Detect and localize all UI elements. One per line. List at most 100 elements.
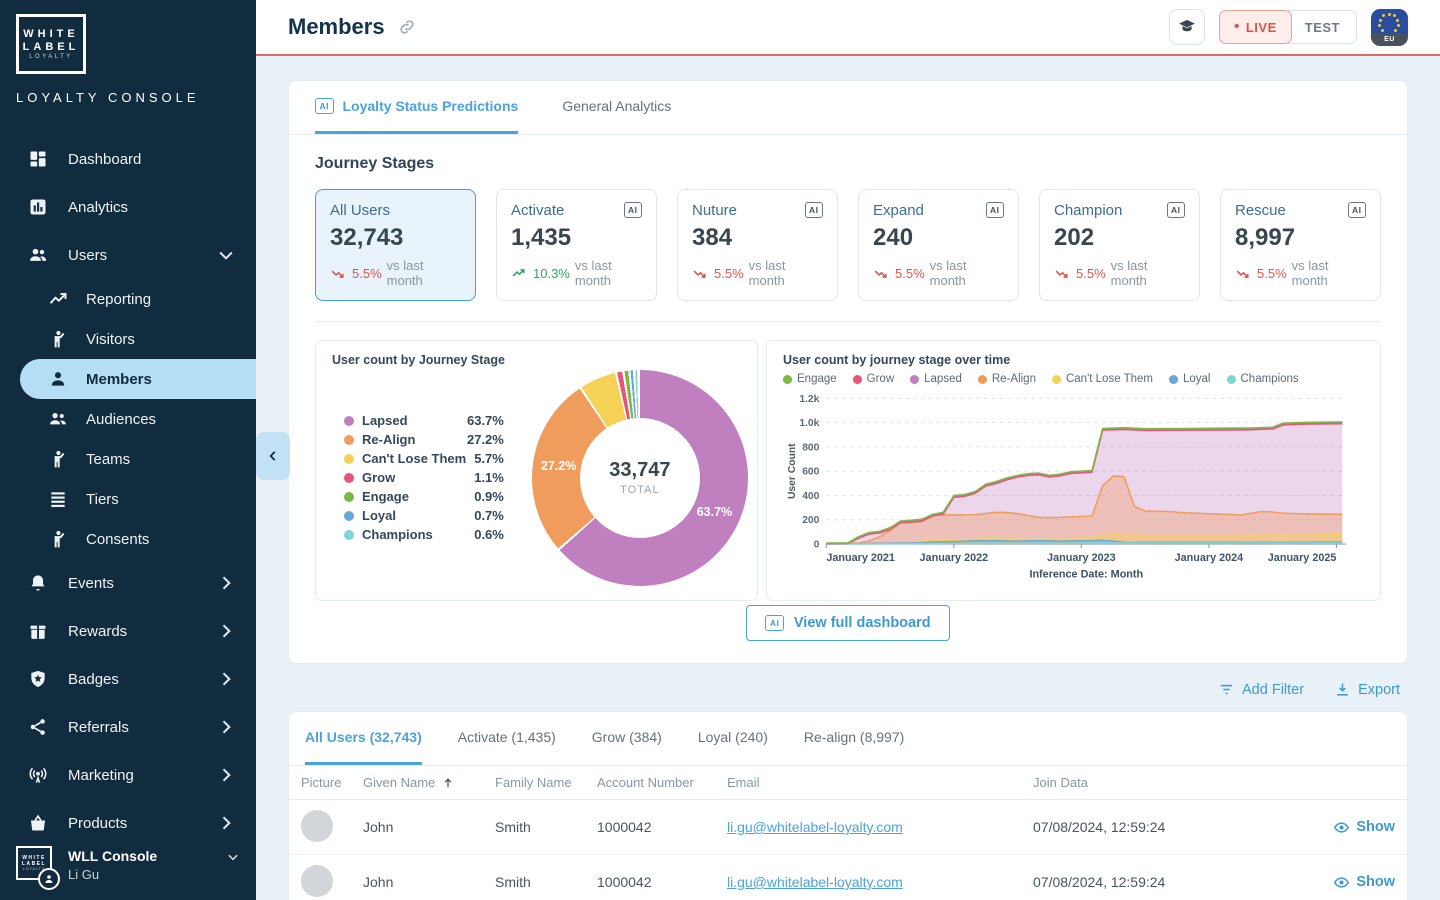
tab-general-analytics[interactable]: General Analytics bbox=[562, 81, 671, 134]
column-header-given-name[interactable]: Given Name bbox=[363, 775, 495, 790]
column-header-join-data[interactable]: Join Data bbox=[1033, 775, 1315, 790]
tab-label: Loyalty Status Predictions bbox=[342, 98, 519, 114]
visitors-icon bbox=[48, 329, 68, 349]
sidebar-item-consents[interactable]: Consents bbox=[0, 519, 256, 559]
chevron-down-icon[interactable] bbox=[226, 850, 240, 864]
sidebar-collapse-button[interactable] bbox=[256, 432, 290, 480]
ai-badge: AI bbox=[1166, 202, 1185, 218]
area-chart[interactable]: 0 200 400 600 800 1.0k 1.2k January 2021 January… bbox=[783, 387, 1364, 583]
table-row[interactable]: John Smith 1000042 li.gu@whitelabel-loyalty… bbox=[289, 855, 1407, 900]
segment-tab-all-users-32-743[interactable]: All Users (32,743) bbox=[305, 712, 422, 765]
area-legend-item-grow[interactable]: Grow bbox=[852, 373, 895, 385]
stat-card-expand[interactable]: Expand AI 240 5.5% vs last month bbox=[858, 189, 1019, 301]
link-icon[interactable] bbox=[397, 17, 417, 37]
sidebar-item-visitors[interactable]: Visitors bbox=[0, 319, 256, 359]
env-live-label: LIVE bbox=[1245, 19, 1277, 35]
member-avatar bbox=[301, 864, 333, 897]
stat-delta-note: vs last month bbox=[929, 258, 967, 288]
env-test-button[interactable]: TEST bbox=[1287, 10, 1357, 44]
area-legend-item-champions[interactable]: Champions bbox=[1226, 373, 1299, 385]
legend-dot bbox=[783, 374, 792, 384]
sidebar-item-analytics[interactable]: Analytics bbox=[0, 183, 256, 231]
sidebar-item-marketing[interactable]: Marketing bbox=[0, 751, 256, 799]
donut-chart-title: User count by Journey Stage bbox=[332, 353, 505, 367]
sidebar-item-referrals[interactable]: Referrals bbox=[0, 703, 256, 751]
legend-value: 0.6% bbox=[474, 527, 504, 542]
add-filter-label: Add Filter bbox=[1242, 681, 1305, 698]
donut-slice-label: 63.7% bbox=[696, 504, 733, 519]
consents-icon bbox=[48, 529, 68, 549]
donut-legend-item-can-t-lose-them: Can't Lose Them 5.7% bbox=[344, 451, 504, 466]
column-header-email[interactable]: Email bbox=[727, 775, 1033, 790]
stat-card-nuture[interactable]: Nuture AI 384 5.5% vs last month bbox=[677, 189, 838, 301]
sidebar-item-rewards[interactable]: Rewards bbox=[0, 607, 256, 655]
tab-label: General Analytics bbox=[562, 98, 672, 114]
sidebar-item-label: Rewards bbox=[68, 622, 128, 640]
analytics-icon bbox=[28, 197, 48, 217]
sidebar-item-teams[interactable]: Teams bbox=[0, 439, 256, 479]
stat-card-champion[interactable]: Champion AI 202 5.5% vs last month bbox=[1039, 189, 1200, 301]
env-live-button[interactable]: • LIVE bbox=[1219, 10, 1292, 44]
add-filter-button[interactable]: Add Filter bbox=[1218, 681, 1304, 698]
region-label: EU bbox=[1371, 33, 1408, 46]
ai-badge: AI bbox=[804, 202, 823, 218]
view-full-dashboard-button[interactable]: AI View full dashboard bbox=[746, 605, 950, 641]
area-legend-item-loyal[interactable]: Loyal bbox=[1169, 373, 1211, 385]
stat-card-all-users[interactable]: All Users 32,743 5.5% vs last month bbox=[315, 189, 476, 301]
ai-badge: AI bbox=[1347, 202, 1366, 218]
sidebar-item-audiences[interactable]: Audiences bbox=[0, 399, 256, 439]
sidebar-item-label: Dashboard bbox=[68, 150, 142, 168]
avatar bbox=[38, 868, 60, 890]
show-member-button[interactable]: Show bbox=[1333, 819, 1395, 836]
sidebar-item-users[interactable]: Users bbox=[0, 231, 256, 279]
export-button[interactable]: Export bbox=[1334, 681, 1400, 698]
cell-join-date: 07/08/2024, 12:59:24 bbox=[1033, 874, 1166, 890]
sidebar-item-members[interactable]: Members bbox=[20, 359, 256, 399]
brand-logo-line2: LABEL bbox=[22, 41, 80, 53]
stat-value: 8,997 bbox=[1235, 224, 1296, 251]
graduation-cap-icon bbox=[1177, 17, 1197, 37]
sidebar-item-badges[interactable]: Badges bbox=[0, 655, 256, 703]
area-legend-item-can-t-lose-them[interactable]: Can't Lose Them bbox=[1051, 373, 1153, 385]
chevron-right-icon bbox=[216, 717, 236, 737]
cell-email-link[interactable]: li.gu@whitelabel-loyalty.com bbox=[727, 819, 903, 835]
export-label: Export bbox=[1358, 681, 1400, 698]
sidebar-item-label: Teams bbox=[86, 450, 131, 468]
brand-logo-line3: LOYALTY bbox=[29, 54, 73, 60]
show-label: Show bbox=[1356, 874, 1395, 890]
sidebar-footer[interactable]: WHITE LABEL LOYALTY WLL Console Li Gu bbox=[0, 832, 256, 900]
legend-label: Grow bbox=[866, 373, 895, 385]
area-legend-item-lapsed[interactable]: Lapsed bbox=[910, 373, 962, 385]
sidebar-item-label: Tiers bbox=[86, 490, 119, 508]
products-icon bbox=[28, 813, 48, 833]
table-row[interactable]: John Smith 1000042 li.gu@whitelabel-loyalty… bbox=[289, 800, 1407, 855]
area-legend-item-engage[interactable]: Engage bbox=[783, 373, 837, 385]
segment-tab-re-align-8-997[interactable]: Re-align (8,997) bbox=[804, 712, 904, 765]
stat-value: 384 bbox=[692, 224, 733, 251]
tab-loyalty-status-predictions[interactable]: AI Loyalty Status Predictions bbox=[315, 81, 519, 134]
sidebar-item-products[interactable]: Products bbox=[0, 799, 256, 847]
stat-delta: 5.5% bbox=[895, 265, 925, 281]
sidebar-item-tiers[interactable]: Tiers bbox=[0, 479, 256, 519]
help-academy-button[interactable] bbox=[1169, 9, 1206, 45]
legend-label: Can't Lose Them bbox=[362, 451, 467, 466]
column-header-family-name[interactable]: Family Name bbox=[495, 775, 597, 790]
sidebar-item-reporting[interactable]: Reporting bbox=[0, 279, 256, 319]
segment-tab-loyal-240[interactable]: Loyal (240) bbox=[698, 712, 768, 765]
stat-delta: 5.5% bbox=[1257, 265, 1287, 281]
segment-tab-activate-1-435[interactable]: Activate (1,435) bbox=[458, 712, 556, 765]
stat-delta-note: vs last month bbox=[1291, 258, 1329, 288]
chevron-down-icon bbox=[216, 245, 236, 265]
sidebar-item-events[interactable]: Events bbox=[0, 559, 256, 607]
cell-email-link[interactable]: li.gu@whitelabel-loyalty.com bbox=[727, 874, 903, 890]
show-member-button[interactable]: Show bbox=[1333, 874, 1395, 891]
stat-card-rescue[interactable]: Rescue AI 8,997 5.5% vs last month bbox=[1220, 189, 1381, 301]
region-badge[interactable]: EU bbox=[1371, 8, 1408, 46]
stat-card-activate[interactable]: Activate AI 1,435 10.3% vs last month bbox=[496, 189, 657, 301]
column-header-picture[interactable]: Picture bbox=[301, 775, 363, 790]
sidebar-item-dashboard[interactable]: Dashboard bbox=[0, 135, 256, 183]
segment-tab-grow-384[interactable]: Grow (384) bbox=[592, 712, 662, 765]
column-header-account-number[interactable]: Account Number bbox=[597, 775, 727, 790]
stat-label: Nuture bbox=[692, 202, 738, 219]
area-legend-item-re-align[interactable]: Re-Align bbox=[977, 373, 1036, 385]
